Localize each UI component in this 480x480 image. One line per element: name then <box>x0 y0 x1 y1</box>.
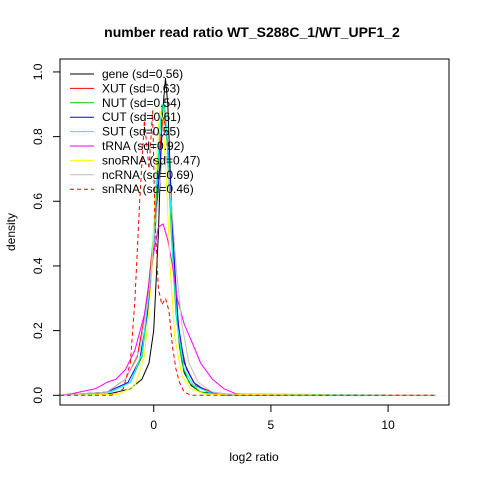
legend-label: tRNA (sd=0.92) <box>102 139 184 153</box>
legend-label: CUT (sd=0.61) <box>102 110 181 124</box>
density-curves <box>59 77 435 396</box>
y-tick-label: 1.0 <box>31 63 45 80</box>
x-tick-label: 10 <box>381 418 395 432</box>
y-tick-label: 0.8 <box>31 128 45 145</box>
y-tick-label: 0.2 <box>31 322 45 339</box>
y-tick-label: 0.6 <box>31 193 45 210</box>
legend-label: SUT (sd=0.55) <box>102 125 180 139</box>
x-tick-label: 5 <box>268 418 275 432</box>
legend-label: gene (sd=0.56) <box>102 67 183 81</box>
legend-label: snoRNA (sd=0.47) <box>102 153 200 167</box>
legend: gene (sd=0.56)XUT (sd=0.63)NUT (sd=0.54)… <box>70 67 200 196</box>
x-tick-label: 0 <box>150 418 157 432</box>
series-line-7 <box>59 155 435 396</box>
y-tick-label: 0.4 <box>31 257 45 274</box>
legend-label: snRNA (sd=0.46) <box>102 182 194 196</box>
legend-label: NUT (sd=0.54) <box>102 96 181 110</box>
series-line-2 <box>59 103 435 396</box>
series-line-8 <box>60 110 435 396</box>
y-axis-label: density <box>4 213 18 251</box>
y-axis: 0.0 0.2 0.4 0.6 0.8 1.0 <box>31 63 61 404</box>
series-line-5 <box>59 223 435 396</box>
series-line-4 <box>59 103 435 396</box>
legend-label: XUT (sd=0.63) <box>102 81 180 95</box>
x-axis-label: log2 ratio <box>229 450 279 464</box>
x-axis: 0 5 10 <box>150 404 395 432</box>
chart-title: number read ratio WT_S288C_1/WT_UPF1_2 <box>104 24 400 40</box>
legend-label: ncRNA (sd=0.69) <box>102 168 194 182</box>
series-line-6 <box>59 110 435 396</box>
y-tick-label: 0.0 <box>31 387 45 404</box>
